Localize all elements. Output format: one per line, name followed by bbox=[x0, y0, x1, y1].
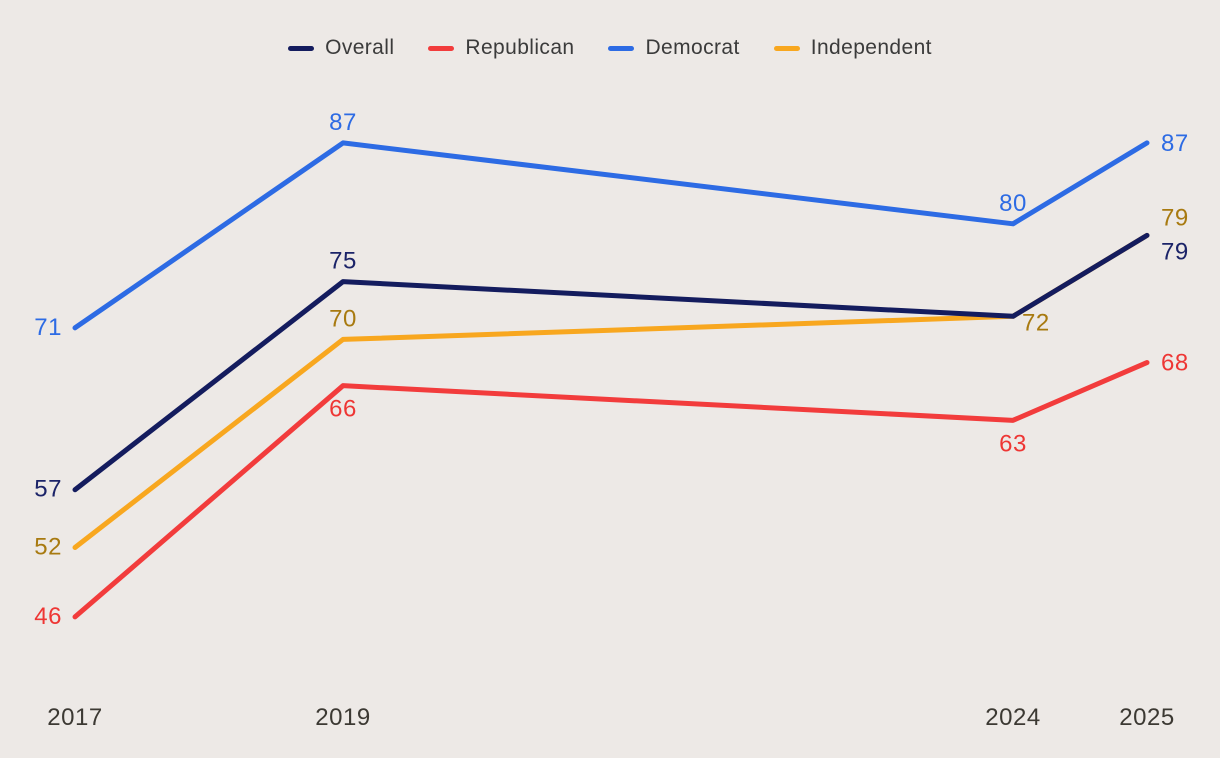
value-label-independent-2024: 72 bbox=[1022, 309, 1050, 336]
legend: Overall Republican Democrat Independent bbox=[0, 36, 1220, 60]
series-line-republican bbox=[72, 360, 1150, 620]
legend-swatch-overall bbox=[288, 45, 315, 51]
x-tick-2024: 2024 bbox=[985, 704, 1040, 731]
x-tick-2019: 2019 bbox=[315, 704, 370, 731]
series-lines bbox=[72, 140, 1150, 620]
point-labels: 57 75 79 46 66 63 68 71 87 80 87 52 70 72 79 bbox=[34, 109, 1188, 630]
value-label-republican-2017: 46 bbox=[34, 603, 62, 630]
value-label-independent-2017: 52 bbox=[34, 534, 62, 561]
legend-label-democrat: Democrat bbox=[645, 36, 740, 59]
x-tick-2017: 2017 bbox=[47, 704, 102, 731]
x-axis-labels: 2017 2019 2024 2025 bbox=[47, 704, 1174, 731]
value-label-democrat-2019: 87 bbox=[329, 109, 357, 136]
legend-item-republican: Republican bbox=[428, 36, 574, 60]
value-label-democrat-2017: 71 bbox=[34, 314, 62, 341]
legend-label-republican: Republican bbox=[465, 36, 575, 59]
value-label-republican-2025: 68 bbox=[1161, 350, 1189, 377]
value-label-democrat-2025: 87 bbox=[1161, 130, 1189, 157]
value-label-independent-2025: 79 bbox=[1161, 204, 1189, 231]
series-line-overall bbox=[72, 232, 1150, 493]
legend-item-independent: Independent bbox=[773, 36, 932, 60]
value-label-republican-2019: 66 bbox=[329, 396, 357, 423]
legend-label-independent: Independent bbox=[810, 36, 932, 59]
value-label-overall-2019: 75 bbox=[329, 248, 357, 275]
series-line-democrat bbox=[72, 140, 1150, 331]
legend-swatch-democrat bbox=[608, 45, 635, 51]
legend-swatch-republican bbox=[428, 45, 455, 51]
legend-label-overall: Overall bbox=[325, 36, 395, 59]
legend-swatch-independent bbox=[773, 45, 800, 51]
value-label-overall-2017: 57 bbox=[34, 476, 62, 503]
legend-item-democrat: Democrat bbox=[608, 36, 739, 60]
value-label-overall-2025: 79 bbox=[1161, 238, 1189, 265]
legend-item-overall: Overall bbox=[288, 36, 394, 60]
value-label-republican-2024: 63 bbox=[999, 430, 1027, 457]
series-line-independent bbox=[72, 232, 1150, 551]
value-label-independent-2019: 70 bbox=[329, 305, 357, 332]
x-tick-2025: 2025 bbox=[1119, 704, 1174, 731]
value-label-democrat-2024: 80 bbox=[999, 190, 1027, 217]
